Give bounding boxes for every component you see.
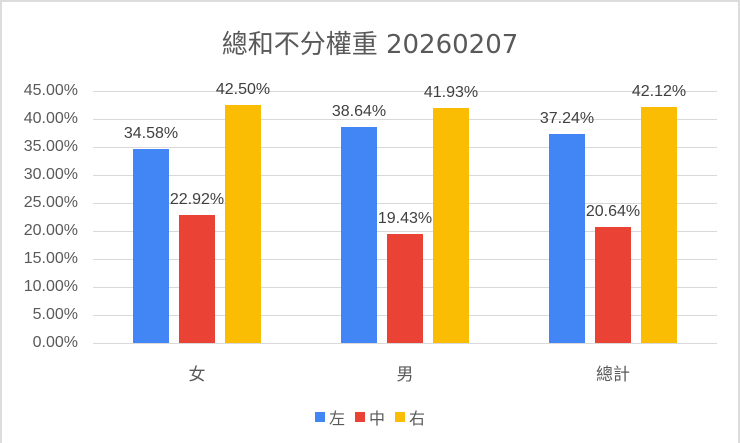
bar	[549, 134, 585, 343]
legend-swatch-icon	[395, 412, 405, 422]
bar	[341, 126, 377, 343]
y-tick-label: 45.00%	[23, 82, 78, 99]
data-label: 20.64%	[585, 203, 641, 221]
legend-label: 右	[409, 409, 426, 428]
bar	[387, 234, 423, 343]
y-tick-label: 30.00%	[23, 166, 78, 183]
y-tick-label: 5.00%	[32, 306, 78, 323]
data-label: 22.92%	[169, 190, 225, 208]
gridline	[93, 147, 717, 148]
y-tick-label: 0.00%	[32, 334, 78, 351]
data-label: 38.64%	[331, 102, 387, 120]
legend-item-center: 中	[354, 405, 385, 429]
bar	[133, 149, 169, 343]
x-category-label: 女	[188, 365, 206, 385]
plot-area: 34.58% 22.92% 42.50% 38.64% 19.43% 41.93% 37.2…	[93, 81, 717, 344]
legend-label: 左	[328, 409, 345, 428]
legend-item-right: 右	[395, 405, 425, 429]
gridline	[93, 203, 717, 204]
bar	[641, 107, 677, 343]
y-tick-label: 15.00%	[23, 250, 78, 267]
data-label: 42.50%	[215, 81, 271, 98]
data-label: 19.43%	[377, 210, 433, 228]
data-label: 42.12%	[631, 83, 687, 101]
chart-title: 總和不分權重 20260207	[221, 30, 519, 60]
legend-swatch-icon	[354, 412, 365, 422]
y-tick-label: 35.00%	[23, 138, 78, 155]
gridline	[93, 343, 717, 344]
y-tick-label: 40.00%	[23, 110, 78, 127]
legend-swatch-icon	[314, 412, 325, 422]
y-tick-label: 10.00%	[23, 278, 78, 295]
data-label: 37.24%	[539, 110, 595, 128]
legend: 左 中 右	[0, 405, 740, 429]
bar	[225, 105, 261, 343]
legend-label: 中	[368, 409, 385, 428]
x-category-label: 男	[396, 365, 414, 385]
bar	[595, 227, 631, 343]
gridline	[93, 91, 717, 92]
gridline	[93, 119, 717, 120]
gridline	[93, 231, 717, 232]
bar	[179, 214, 215, 343]
bar	[433, 108, 469, 343]
y-tick-label: 20.00%	[23, 222, 78, 239]
x-category-label: 總計	[596, 365, 630, 385]
data-label: 41.93%	[423, 84, 479, 102]
gridline	[93, 175, 717, 176]
y-tick-label: 25.00%	[23, 194, 78, 211]
data-label: 34.58%	[123, 125, 179, 143]
legend-item-left: 左	[314, 405, 345, 429]
